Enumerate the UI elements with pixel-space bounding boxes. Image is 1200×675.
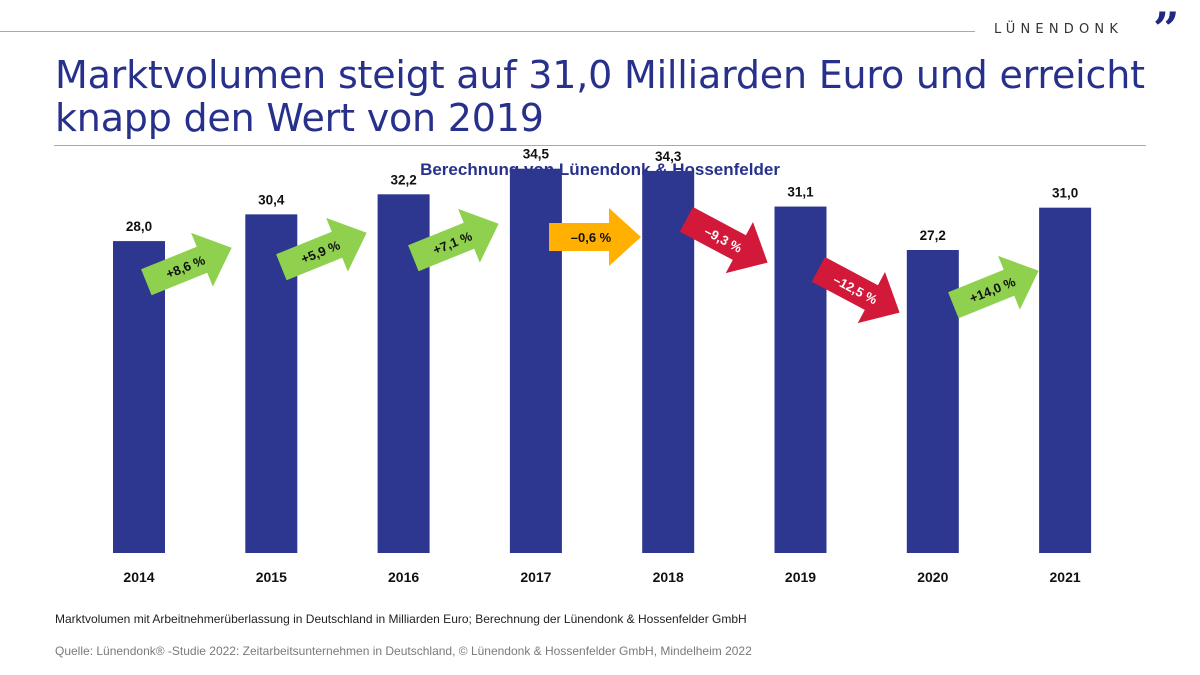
change-arrow: –0,6 % (549, 208, 641, 266)
title-divider (54, 145, 1146, 146)
page-title: Marktvolumen steigt auf 31,0 Milliarden … (55, 54, 1155, 140)
value-label: 30,4 (258, 192, 285, 207)
bar-2019 (774, 206, 827, 554)
change-arrow-decrease (679, 207, 768, 274)
change-arrow-increase (408, 208, 499, 272)
chart-footnote: Marktvolumen mit Arbeitnehmerüberlassung… (55, 612, 747, 626)
x-tick-label: 2020 (917, 569, 948, 585)
change-arrow-increase (948, 255, 1039, 319)
change-arrow-slight_decrease (549, 208, 641, 266)
bar-2021 (1039, 207, 1092, 554)
value-label: 27,2 (920, 228, 946, 243)
change-arrow: +14,0 % (948, 255, 1039, 319)
value-label: 34,5 (523, 147, 550, 162)
source-citation: Quelle: Lünendonk® -Studie 2022: Zeitarb… (55, 644, 752, 658)
change-arrow-decrease (811, 257, 900, 324)
header-top-rule (0, 31, 975, 32)
change-arrow-increase (276, 217, 367, 281)
x-tick-label: 2018 (653, 569, 684, 585)
x-tick-label: 2017 (520, 569, 551, 585)
change-label: –0,6 % (571, 230, 612, 245)
x-tick-label: 2015 (256, 569, 287, 585)
value-label: 28,0 (126, 219, 152, 234)
x-tick-label: 2014 (123, 569, 154, 585)
brand-logo-text: LÜNENDONK (994, 22, 1124, 37)
page-title-line-2: knapp den Wert von 2019 (55, 96, 544, 140)
page-title-line-1: Marktvolumen steigt auf 31,0 Milliarden … (55, 53, 1145, 97)
value-label: 32,2 (390, 172, 416, 187)
change-arrow-increase (141, 232, 232, 296)
value-label: 31,0 (1052, 186, 1078, 201)
value-label: 31,1 (787, 185, 814, 200)
brand-quote-icon: ” (1153, 2, 1180, 56)
x-tick-label: 2019 (785, 569, 816, 585)
x-tick-label: 2021 (1050, 569, 1081, 585)
value-label: 34,3 (655, 149, 682, 164)
x-tick-label: 2016 (388, 569, 419, 585)
bar-2020 (906, 250, 959, 553)
